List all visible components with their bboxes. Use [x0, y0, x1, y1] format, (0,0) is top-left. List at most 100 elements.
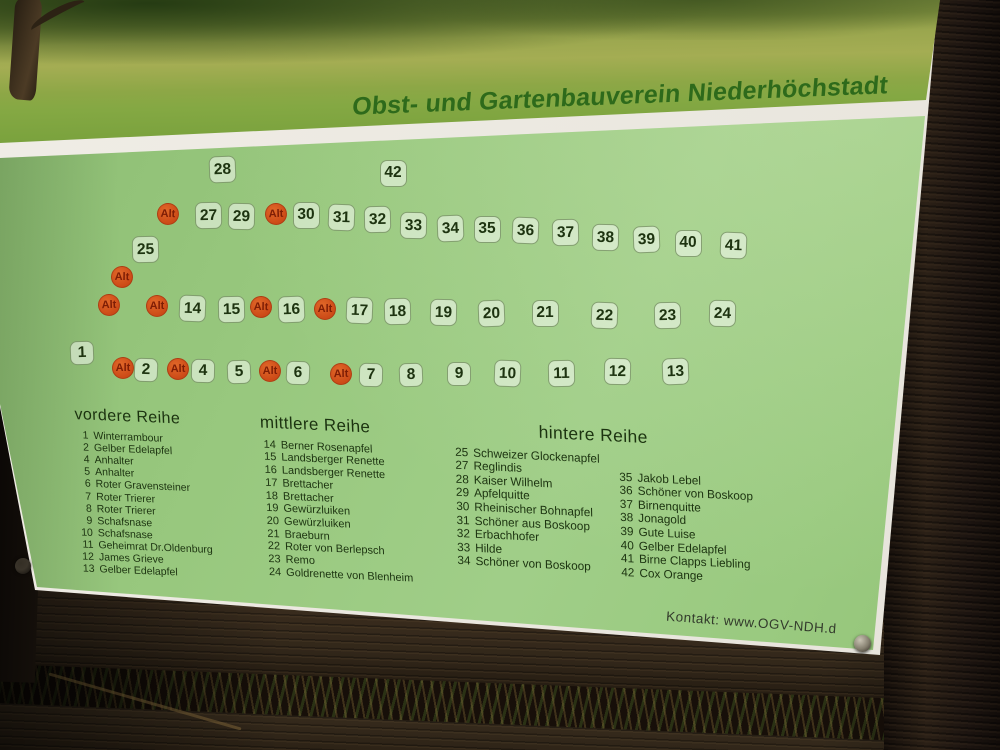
variety-column: 35 Jakob Lebel 36 Schöner von Boskoop 37 Birn… [617, 469, 755, 586]
tree-marker-alt: Alt [249, 295, 273, 319]
variety-number: 5 [84, 465, 91, 479]
variety-number: 8 [85, 502, 93, 515]
variety-number: 34 [457, 553, 471, 568]
screw-icon [854, 635, 871, 652]
variety-name: Remo [285, 553, 316, 568]
tree-marker-box: 33 [399, 211, 427, 239]
tree-marker-box: 40 [674, 229, 702, 257]
tree-marker-box: 38 [591, 223, 619, 251]
tree-marker-box: 29 [227, 202, 255, 230]
tree-marker-box: 28 [208, 155, 236, 183]
row-heading: hintere Reihe [538, 421, 649, 448]
tree-marker-box: 7 [358, 362, 384, 388]
variety-number: 10 [80, 526, 94, 539]
tree-marker-alt: Alt [166, 357, 190, 381]
tree-marker-box: 11 [547, 359, 575, 387]
variety-name: Cox Orange [639, 565, 704, 583]
variety-name: Braeburn [284, 528, 331, 543]
variety-number: 2 [82, 441, 90, 454]
tree-marker-box: 32 [363, 205, 391, 233]
variety-number: 18 [265, 489, 279, 502]
variety-number: 7 [85, 490, 92, 503]
variety-number: 23 [268, 552, 281, 566]
tree-marker-box: 18 [383, 297, 411, 325]
tree-marker-alt: Alt [329, 362, 353, 386]
variety-number: 17 [264, 476, 278, 490]
tree-marker-box: 2 [133, 357, 159, 383]
row-heading: mittlere Reihe [259, 412, 371, 437]
tree-marker-box: 23 [653, 301, 681, 329]
variety-number: 22 [267, 540, 281, 553]
variety-name: Gelber Edelapfel [99, 563, 178, 579]
variety-columns: 1 Winterrambour 2 Gelber Edelapfel 4 Anhalter… [73, 429, 214, 580]
tree-marker-alt: Alt [156, 202, 180, 226]
variety-number: 20 [266, 514, 280, 528]
variety-number: 13 [82, 562, 95, 576]
variety-columns: 14 Berner Rosenapfel 15 Landsberger Renette… [261, 438, 414, 585]
variety-number: 4 [83, 453, 90, 467]
tree-marker-box: 10 [493, 359, 521, 387]
contact-line: Kontakt: www.OGV-NDH.d [665, 608, 838, 637]
tree-marker-box: 17 [345, 296, 373, 324]
tree-marker-box: 16 [277, 295, 305, 323]
tree-marker-box: 27 [194, 201, 222, 229]
tree-marker-alt: Alt [112, 357, 134, 379]
tree-canopy-icon [420, 0, 940, 40]
tree-marker-box: 14 [178, 294, 206, 322]
tree-marker-box: 4 [190, 358, 216, 384]
tree-marker-box: 35 [473, 215, 501, 243]
tree-marker-alt: Alt [264, 202, 288, 226]
tree-marker-alt: Alt [314, 298, 336, 320]
tree-marker-box: 9 [447, 362, 471, 386]
tree-marker-box: 34 [436, 214, 464, 242]
tree-marker-box: 37 [551, 218, 579, 246]
variety-number: 11 [82, 538, 94, 551]
tree-marker-box: 30 [292, 201, 320, 229]
tree-marker-alt: Alt [110, 265, 134, 289]
variety-column: 25 Schweizer Glockenapfel 27 Reglindis 28 Kai… [453, 444, 609, 579]
section-mittlere-reihe: mittlere Reihe 14 Berner Rosenapfel 15 Land… [259, 412, 414, 585]
tree-marker-box: 42 [379, 159, 407, 187]
variety-number: 6 [84, 477, 91, 491]
variety-number: 42 [621, 564, 635, 580]
tree-marker-box: 6 [285, 360, 311, 386]
tree-marker-alt: Alt [97, 293, 121, 317]
tree-marker-box: 1 [69, 340, 95, 366]
tree-marker-box: 25 [131, 235, 159, 263]
tree-marker-box: 22 [590, 301, 618, 329]
tree-marker-alt: Alt [146, 295, 168, 317]
tree-marker-box: 5 [226, 359, 252, 385]
variety-column: 1 Winterrambour 2 Gelber Edelapfel 4 Anhalter… [73, 429, 214, 580]
tree-marker-alt: Alt [259, 360, 281, 382]
tree-marker-box: 39 [632, 225, 660, 253]
tree-marker-box: 12 [603, 357, 631, 385]
tree-marker-box: 21 [531, 299, 559, 327]
variety-number: 1 [82, 429, 89, 442]
screw-icon [15, 558, 31, 574]
variety-number: 14 [263, 438, 277, 451]
tree-marker-box: 15 [217, 295, 245, 323]
tree-marker-box: 41 [719, 231, 747, 259]
variety-number: 21 [267, 527, 280, 541]
tree-trunk-icon [8, 0, 43, 101]
section-hintere-reihe: hintere Reihe 25 Schweizer Glockenapfel 27… [453, 422, 755, 586]
tree-marker-box: 8 [398, 362, 424, 388]
variety-column: 14 Berner Rosenapfel 15 Landsberger Renette… [261, 438, 414, 585]
variety-columns: 25 Schweizer Glockenapfel 27 Reglindis 28 Kai… [453, 444, 755, 586]
variety-number: 12 [82, 550, 95, 564]
tree-marker-box: 13 [661, 357, 689, 385]
tree-marker-box: 36 [511, 216, 539, 244]
variety-number: 15 [263, 451, 277, 464]
variety-number: 24 [268, 565, 282, 579]
row-heading: vordere Reihe [74, 406, 181, 428]
tree-marker-box: 20 [477, 299, 505, 327]
tree-marker-box: 31 [327, 203, 355, 231]
tree-marker-box: 24 [708, 299, 736, 327]
variety-number: 16 [264, 463, 278, 477]
tree-marker-box: 19 [429, 298, 457, 326]
variety-number: 19 [266, 502, 279, 515]
section-vordere-reihe: vordere Reihe 1 Winterrambour 2 Gelber Edel… [72, 406, 214, 580]
variety-number: 9 [86, 514, 93, 527]
